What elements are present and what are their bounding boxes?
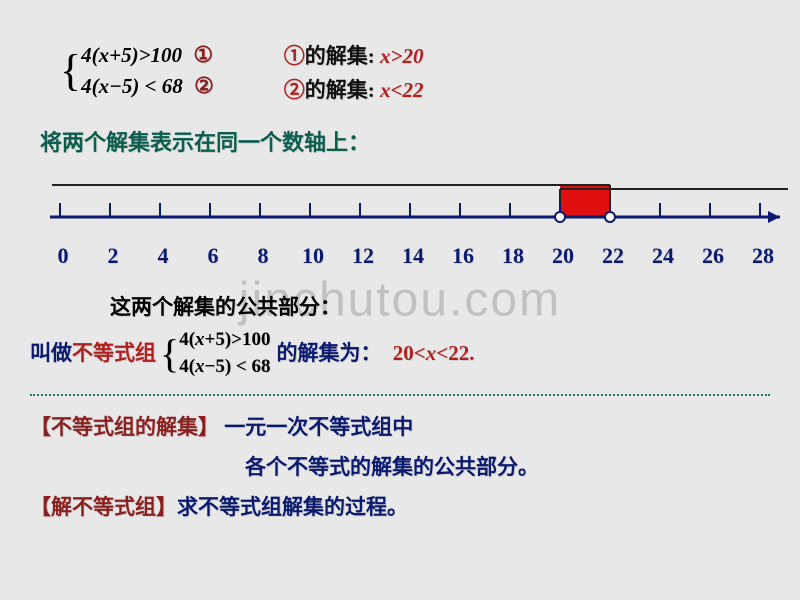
def-1: 【不等式组的解集】 一元一次不等式组中 [30, 410, 770, 446]
sol1-mark: ① [284, 44, 305, 68]
cp-result: 20<x<22. [388, 335, 475, 373]
sol2-mark: ② [284, 78, 305, 102]
ineq1: 4(x+5)>100 [81, 43, 182, 67]
axis-tick-label: 0 [48, 243, 78, 269]
number-line: 0246810121416182022242628 [40, 167, 760, 269]
def1-text1: 一元一次不等式组中 [224, 415, 413, 439]
ineq2: 4(x−5) < 68 [81, 74, 183, 98]
inequality-system: { 4(x+5)>100 ① 4(x−5) < 68 ② [60, 40, 214, 102]
def1-text2: 各个不等式的解集的公共部分。 [245, 450, 770, 486]
axis-tick-label: 18 [498, 243, 528, 269]
sol2-label: 的解集: [305, 78, 375, 102]
ineq-row-2: 4(x−5) < 68 ② [81, 71, 214, 102]
number-line-svg [40, 167, 790, 237]
axis-labels: 0246810121416182022242628 [40, 243, 760, 269]
brace-icon: { [60, 51, 81, 91]
inline-system: { 4(x+5)>100 4(x−5) < 68 [160, 327, 271, 380]
top-row: { 4(x+5)>100 ① 4(x−5) < 68 ② ①的解集: x>20 … [30, 40, 770, 107]
ineq-row-1: 4(x+5)>100 ① [81, 40, 214, 71]
axis-tick-label: 2 [98, 243, 128, 269]
common-part-block: 这两个解集的公共部分： 叫做不等式组 { 4(x+5)>100 4(x−5) <… [30, 289, 770, 380]
def1-label: 【不等式组的解集】 [30, 415, 219, 439]
common-line1: 这两个解集的公共部分： [110, 289, 770, 327]
axis-tick-label: 16 [448, 243, 478, 269]
axis-tick-label: 22 [598, 243, 628, 269]
mark-2: ② [194, 71, 214, 102]
cp-suffix: 的解集为： [277, 335, 382, 373]
axis-tick-label: 26 [698, 243, 728, 269]
axis-tick-label: 6 [198, 243, 228, 269]
solution-1: ①的解集: x>20 [284, 40, 424, 74]
inline-ineq2: 4(x−5) < 68 [179, 354, 270, 381]
sol1-value: x>20 [380, 44, 423, 68]
sol1-label: 的解集: [305, 44, 375, 68]
solution-2: ②的解集: x<22 [284, 74, 424, 108]
mark-1: ① [193, 40, 213, 71]
axis-tick-label: 12 [348, 243, 378, 269]
solutions-block: ①的解集: x>20 ②的解集: x<22 [284, 40, 424, 107]
axis-tick-label: 24 [648, 243, 678, 269]
axis-tick-label: 8 [248, 243, 278, 269]
axis-tick-label: 14 [398, 243, 428, 269]
def2-label: 【解不等式组】 [30, 495, 177, 519]
represent-line: 将两个解集表示在同一个数轴上： [40, 125, 770, 157]
def-2: 【解不等式组】求不等式组解集的过程。 [30, 490, 770, 526]
brace-icon-2: { [160, 336, 179, 372]
axis-tick-label: 20 [548, 243, 578, 269]
axis-tick-label: 4 [148, 243, 178, 269]
slide-content: { 4(x+5)>100 ① 4(x−5) < 68 ② ①的解集: x>20 … [0, 0, 800, 549]
inline-ineq1: 4(x+5)>100 [179, 327, 270, 354]
common-line2: 叫做不等式组 { 4(x+5)>100 4(x−5) < 68 的解集为： 20… [30, 327, 770, 380]
cp-prefix: 叫做 [30, 335, 72, 373]
axis-tick-label: 10 [298, 243, 328, 269]
sol2-value: x<22 [380, 78, 423, 102]
def2-text: 求不等式组解集的过程。 [177, 495, 408, 519]
divider [30, 394, 770, 396]
cp-term: 不等式组 [72, 335, 156, 373]
axis-tick-label: 28 [748, 243, 778, 269]
